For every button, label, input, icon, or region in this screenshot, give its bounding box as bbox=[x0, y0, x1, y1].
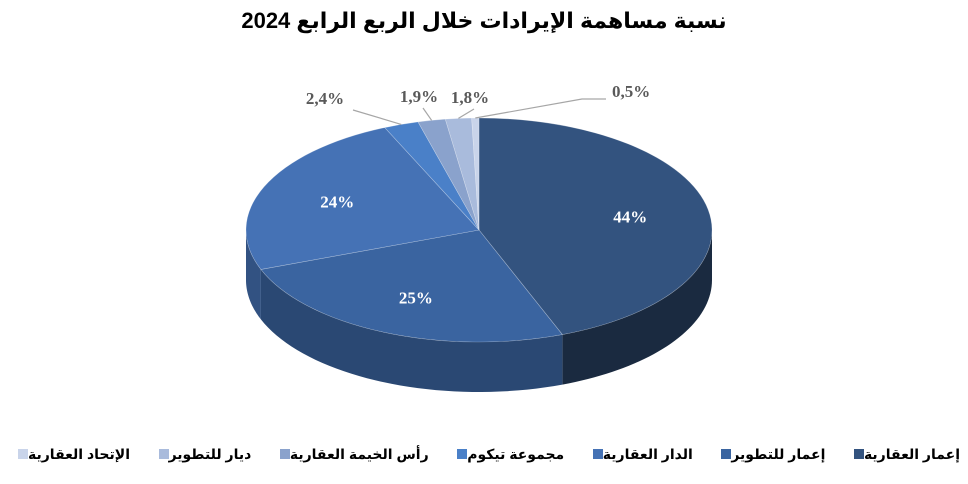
legend-label-0: إعمار العقارية bbox=[863, 445, 960, 462]
leader-line-6 bbox=[475, 98, 606, 119]
slice-labels: 44% 25% 24% 2,4% 1,9% 1,8% 0,5% bbox=[306, 82, 650, 307]
legend-item-4: رأس الخيمة العقارية bbox=[274, 446, 429, 463]
pie-slice-0 bbox=[478, 117, 713, 335]
legend-label-4: رأس الخيمة العقارية bbox=[289, 445, 429, 462]
pie-slices bbox=[245, 117, 713, 343]
pie-slice-1 bbox=[260, 229, 563, 343]
chart-legend: إعمار العقارية إعمار للتطوير الدار العقاري… bbox=[0, 440, 968, 468]
legend-label-5: ديار للتطوير bbox=[168, 445, 252, 462]
pie-side-1 bbox=[260, 269, 563, 392]
pie-sides bbox=[246, 230, 712, 392]
pie-side-2 bbox=[246, 230, 261, 320]
leader-line-5 bbox=[458, 108, 475, 119]
slice-label-2: 24% bbox=[320, 192, 354, 211]
legend-item-3: مجموعة تيكوم bbox=[451, 446, 564, 463]
legend-swatch-6 bbox=[18, 449, 28, 459]
legend-swatch-3 bbox=[457, 449, 468, 459]
pie-slice-2 bbox=[245, 127, 480, 270]
chart-title: نسبة مساهمة الإيرادات خلال الربع الرابع … bbox=[241, 8, 727, 33]
leader-line-3 bbox=[352, 109, 402, 125]
legend-swatch-2 bbox=[592, 449, 603, 459]
legend-swatch-1 bbox=[721, 449, 732, 459]
pie-slice-4 bbox=[417, 118, 480, 231]
legend-item-6: الإتحاد العقارية bbox=[12, 446, 130, 463]
slice-label-4: 1,9% bbox=[400, 87, 438, 106]
legend-item-5: ديار للتطوير bbox=[153, 445, 252, 463]
legend-label-2: الدار العقارية bbox=[602, 445, 693, 462]
slice-label-6: 0,5% bbox=[612, 82, 650, 101]
slice-label-0: 44% bbox=[613, 208, 647, 227]
slice-label-5: 1,8% bbox=[451, 88, 489, 107]
legend-label-6: الإتحاد العقارية bbox=[28, 445, 130, 462]
legend-swatch-0 bbox=[853, 449, 864, 459]
pie-side-0 bbox=[562, 230, 712, 385]
leader-line-4 bbox=[422, 107, 433, 121]
legend-label-3: مجموعة تيكوم bbox=[467, 445, 565, 462]
legend-swatch-5 bbox=[158, 449, 169, 459]
slice-label-3: 2,4% bbox=[306, 89, 344, 108]
legend-item-2: الدار العقارية bbox=[587, 446, 693, 463]
legend-swatch-4 bbox=[279, 449, 290, 459]
legend-item-0: إعمار العقارية bbox=[848, 446, 960, 463]
legend-item-1: إعمار للتطوير bbox=[715, 446, 825, 463]
slice-label-1: 25% bbox=[399, 288, 433, 307]
legend-label-1: إعمار للتطوير bbox=[731, 445, 826, 462]
